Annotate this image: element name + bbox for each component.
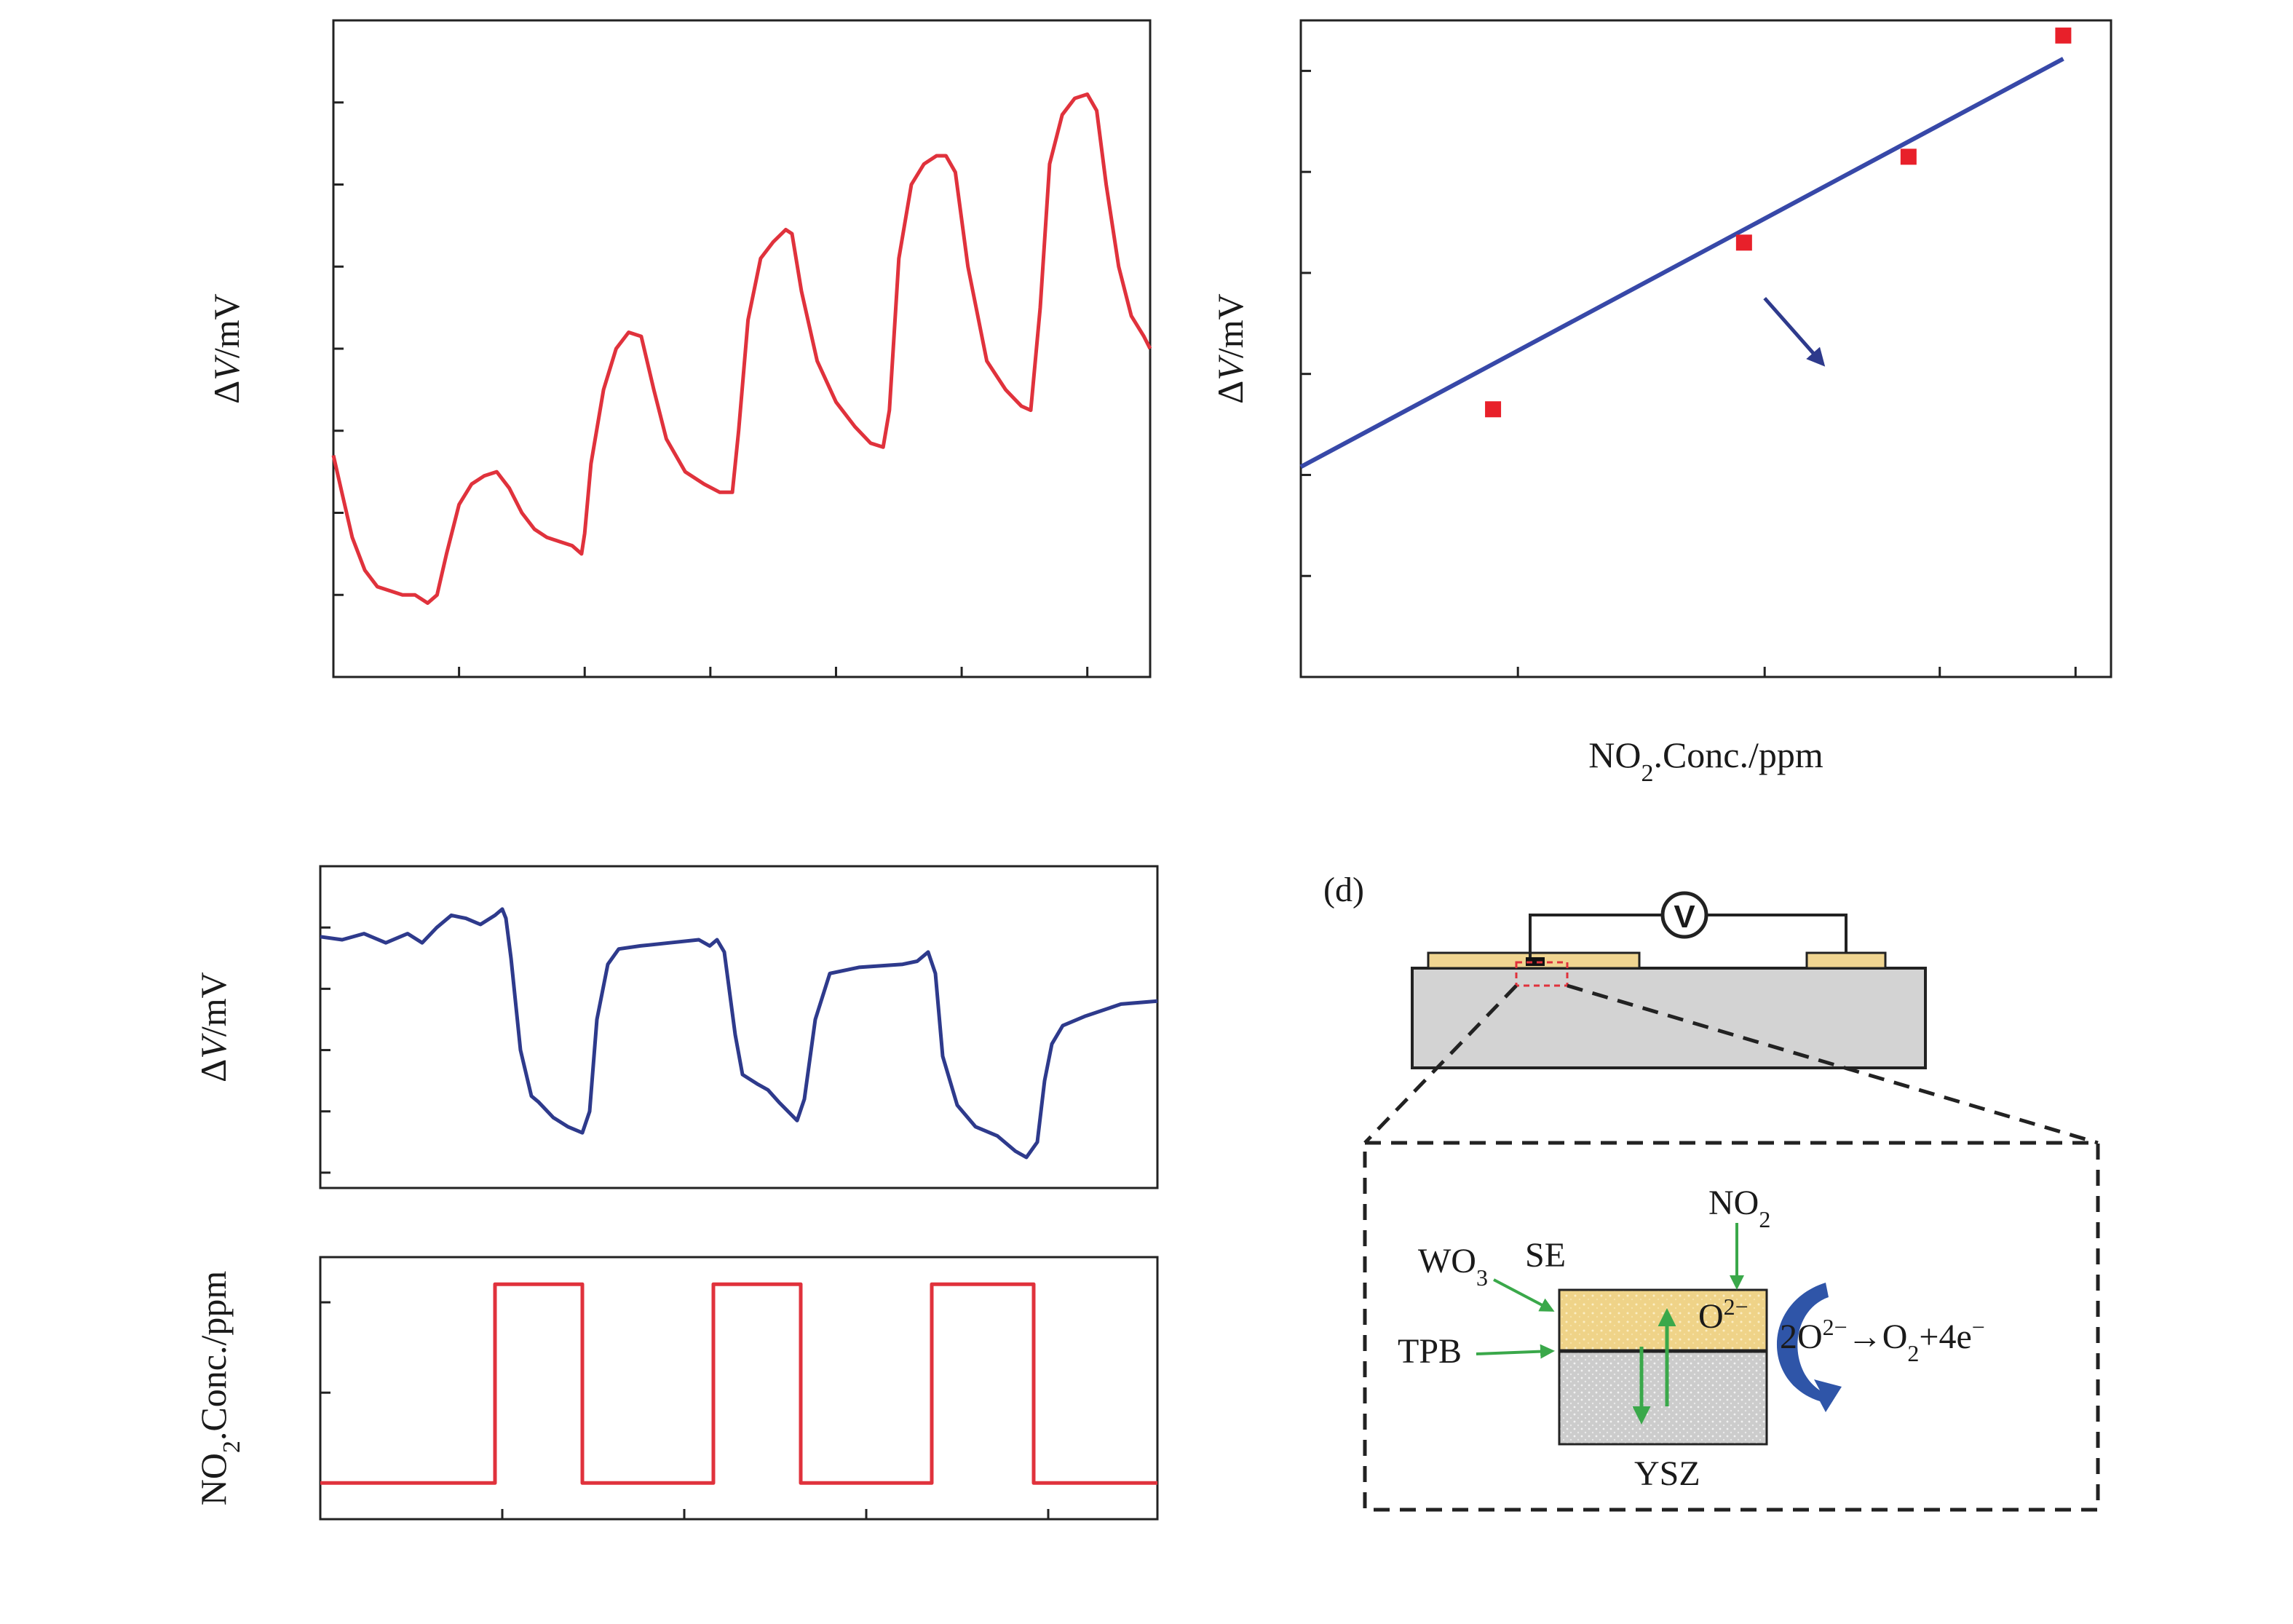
wo3-arrow	[1493, 1278, 1555, 1312]
plot-frame	[319, 865, 1159, 1189]
plot-frame	[332, 19, 1152, 678]
tpb-arrow	[1476, 1344, 1555, 1359]
y-axis-title: NO2.Conc./ppm	[193, 1271, 245, 1506]
reaction-equation: 2O2−→O2+4e−	[1780, 1314, 1985, 1366]
wo3-layer	[1558, 1288, 1768, 1352]
wo3-label: WO3	[1418, 1242, 1488, 1291]
wire-left	[1529, 914, 1661, 958]
y-axis-title: ΔV/mV	[206, 293, 247, 404]
plot-frame	[319, 1256, 1159, 1521]
panel-d-label: (d)	[1323, 871, 1364, 909]
series-line	[320, 1282, 1157, 1485]
zoom-region	[1515, 961, 1569, 987]
x-axis-title: NO2.Conc./ppm	[1588, 734, 1823, 787]
zoom-line-right	[1567, 983, 2099, 1145]
wire-right	[1708, 914, 1848, 953]
ysz-layer	[1558, 1350, 1768, 1446]
panel-d-sensor-schematic: (d) V NO2 WO3 SE TPB O2−	[1323, 871, 2100, 1512]
data-point	[1485, 401, 1502, 418]
data-point	[1735, 234, 1752, 251]
panel-c-concentration-chart: NO2.Conc./ppm	[193, 1256, 1159, 1521]
voltmeter-icon: V	[1660, 891, 1708, 939]
reference-electrode	[1805, 951, 1887, 970]
zoom-line-left	[1363, 984, 1518, 1144]
series-line	[320, 907, 1158, 1160]
panel-a-chart: ΔV/mV	[206, 19, 1152, 678]
se-label: SE	[1525, 1236, 1566, 1275]
slope-arrow	[1763, 296, 1826, 367]
reaction-curved-arrow	[1776, 1283, 1842, 1412]
wo3-contact	[1526, 957, 1545, 966]
no2-label: NO2	[1708, 1184, 1770, 1232]
voltmeter-symbol: V	[1674, 899, 1695, 935]
panel-b-chart: NO2.Conc./ppm ΔV/mV	[1210, 19, 2112, 787]
ysz-substrate	[1411, 967, 1927, 1069]
tpb-label: TPB	[1398, 1332, 1462, 1371]
series-line	[331, 92, 1152, 605]
oxygen-ion-label: O2−	[1698, 1294, 1749, 1336]
data-point	[2055, 27, 2072, 44]
plot-frame	[1299, 19, 2112, 678]
y-axis-title: ΔV/mV	[1210, 293, 1251, 404]
panel-c-voltage-chart: ΔV/mV	[193, 865, 1159, 1189]
y-axis-title: ΔV/mV	[193, 972, 234, 1082]
data-point	[1900, 148, 1917, 165]
fit-line	[1299, 57, 2064, 470]
ysz-label: YSZ	[1634, 1454, 1700, 1493]
